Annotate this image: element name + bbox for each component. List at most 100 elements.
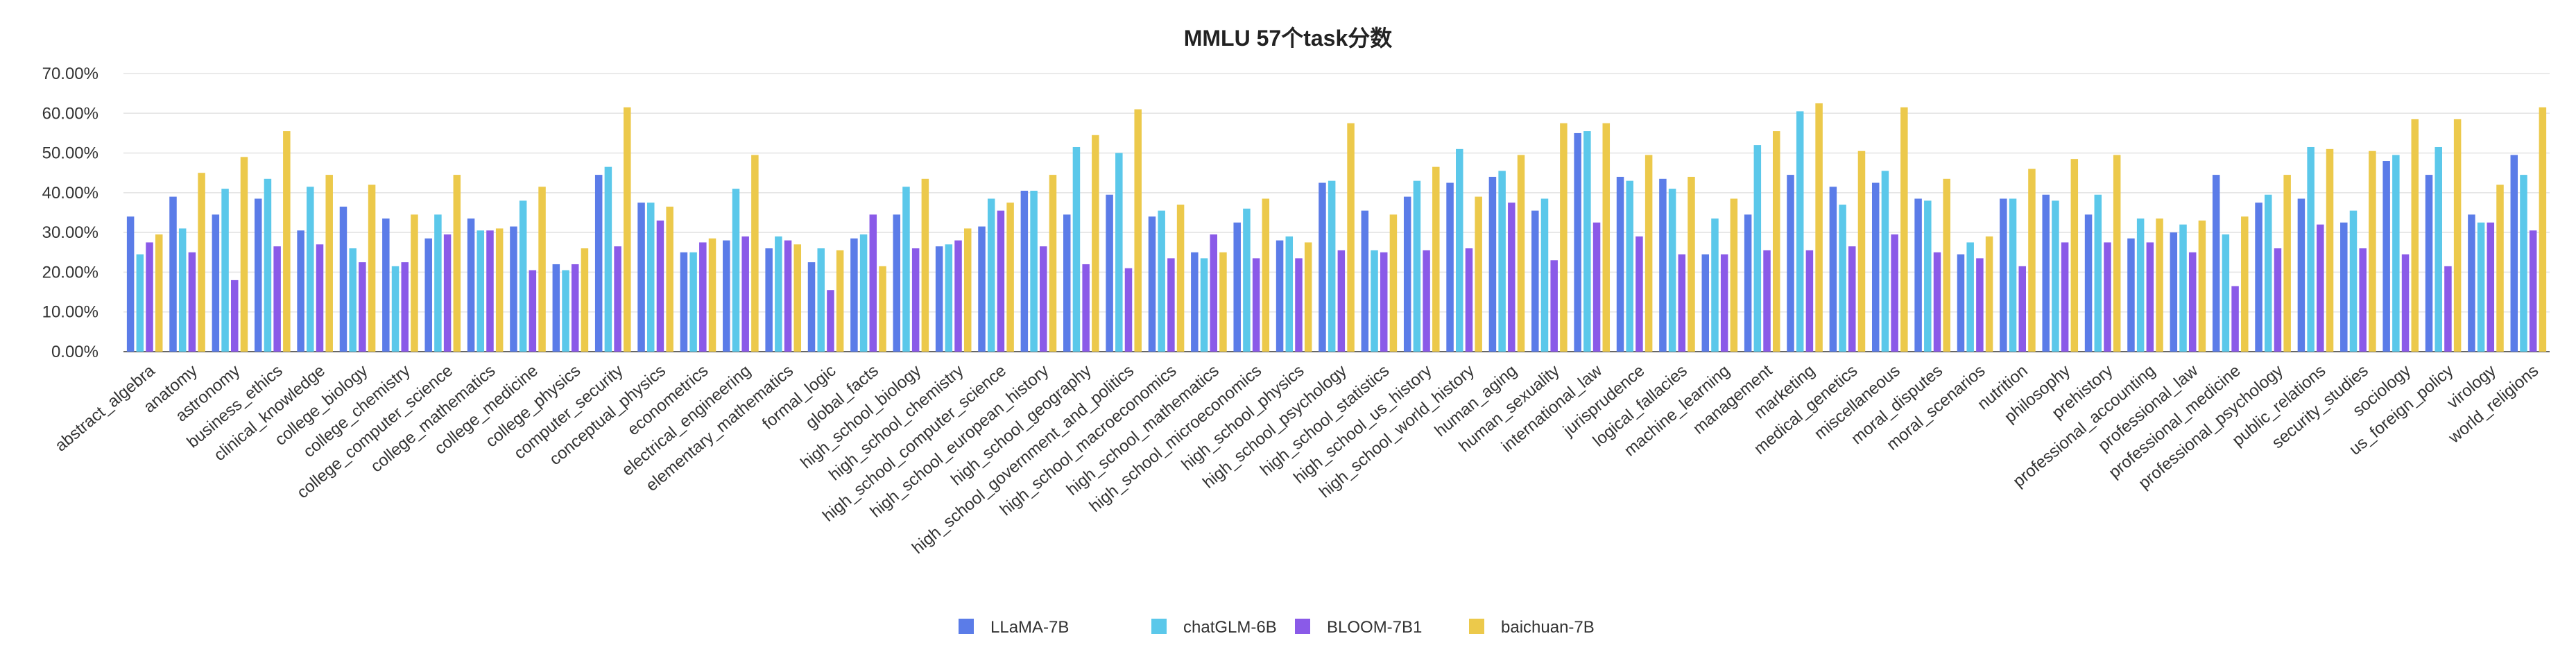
bar-BLOOM-7B1-high_school_chemistry[interactable] [954, 240, 962, 352]
bar-baichuan-7B-prehistory[interactable] [2113, 155, 2121, 352]
bar-LLaMA-7B-world_religions[interactable] [2510, 155, 2518, 352]
bar-baichuan-7B-high_school_european_history[interactable] [1049, 175, 1057, 352]
bar-LLaMA-7B-high_school_statistics[interactable] [1361, 210, 1369, 352]
bar-BLOOM-7B1-medical_genetics[interactable] [1848, 246, 1856, 352]
bar-chatGLM-6B-college_computer_science[interactable] [434, 214, 442, 352]
bar-chatGLM-6B-medical_genetics[interactable] [1839, 205, 1846, 352]
bar-BLOOM-7B1-global_facts[interactable] [869, 214, 877, 352]
bar-chatGLM-6B-professional_psychology[interactable] [2265, 194, 2272, 352]
bar-baichuan-7B-formal_logic[interactable] [836, 250, 844, 352]
bar-baichuan-7B-abstract_algebra[interactable] [155, 234, 163, 352]
bar-BLOOM-7B1-college_chemistry[interactable] [401, 262, 409, 352]
bar-baichuan-7B-moral_scenarios[interactable] [1985, 236, 1993, 352]
bar-chatGLM-6B-logical_fallacies[interactable] [1668, 189, 1676, 352]
bar-baichuan-7B-machine_learning[interactable] [1730, 198, 1738, 352]
bar-BLOOM-7B1-professional_law[interactable] [2188, 252, 2197, 352]
bar-chatGLM-6B-college_mathematics[interactable] [476, 230, 485, 352]
bar-chatGLM-6B-world_religions[interactable] [2520, 175, 2527, 352]
bar-LLaMA-7B-global_facts[interactable] [850, 238, 858, 352]
bar-LLaMA-7B-econometrics[interactable] [680, 252, 688, 352]
bar-baichuan-7B-high_school_mathematics[interactable] [1219, 252, 1227, 352]
bar-LLaMA-7B-public_relations[interactable] [2297, 198, 2305, 352]
bar-LLaMA-7B-virology[interactable] [2468, 214, 2475, 352]
bar-chatGLM-6B-high_school_mathematics[interactable] [1200, 258, 1208, 352]
bar-chatGLM-6B-moral_scenarios[interactable] [1966, 242, 1974, 352]
bar-BLOOM-7B1-high_school_macroeconomics[interactable] [1167, 258, 1175, 352]
bar-chatGLM-6B-high_school_world_history[interactable] [1456, 148, 1463, 352]
bar-chatGLM-6B-professional_law[interactable] [2179, 224, 2187, 352]
bar-chatGLM-6B-moral_disputes[interactable] [1924, 200, 1932, 352]
bar-chatGLM-6B-anatomy[interactable] [178, 228, 187, 352]
bar-baichuan-7B-astronomy[interactable] [240, 157, 248, 352]
bar-LLaMA-7B-sociology[interactable] [2382, 161, 2390, 352]
bar-LLaMA-7B-anatomy[interactable] [169, 196, 177, 352]
bar-baichuan-7B-human_sexuality[interactable] [1560, 123, 1568, 352]
bar-chatGLM-6B-prehistory[interactable] [2094, 194, 2102, 352]
bar-baichuan-7B-high_school_psychology[interactable] [1347, 123, 1355, 352]
bar-BLOOM-7B1-high_school_european_history[interactable] [1040, 246, 1047, 352]
bar-chatGLM-6B-public_relations[interactable] [2307, 146, 2315, 352]
bar-chatGLM-6B-college_physics[interactable] [562, 270, 569, 352]
bar-LLaMA-7B-high_school_computer_science[interactable] [978, 226, 986, 352]
bar-LLaMA-7B-high_school_world_history[interactable] [1446, 182, 1454, 352]
bar-baichuan-7B-business_ethics[interactable] [283, 131, 291, 352]
bar-BLOOM-7B1-conceptual_physics[interactable] [656, 220, 664, 352]
bar-BLOOM-7B1-world_religions[interactable] [2529, 230, 2537, 352]
bar-chatGLM-6B-high_school_chemistry[interactable] [945, 244, 953, 352]
bar-BLOOM-7B1-high_school_computer_science[interactable] [997, 210, 1005, 352]
bar-baichuan-7B-econometrics[interactable] [708, 238, 716, 352]
bar-BLOOM-7B1-jurisprudence[interactable] [1635, 236, 1643, 352]
bar-chatGLM-6B-marketing[interactable] [1796, 111, 1804, 352]
bar-BLOOM-7B1-marketing[interactable] [1805, 250, 1814, 352]
bar-LLaMA-7B-high_school_microeconomics[interactable] [1233, 222, 1241, 352]
bar-chatGLM-6B-computer_security[interactable] [604, 166, 612, 352]
bar-baichuan-7B-professional_law[interactable] [2198, 220, 2206, 352]
bar-chatGLM-6B-high_school_biology[interactable] [902, 187, 910, 352]
bar-baichuan-7B-professional_medicine[interactable] [2241, 216, 2249, 352]
bar-baichuan-7B-elementary_mathematics[interactable] [793, 244, 802, 352]
bar-chatGLM-6B-us_foreign_policy[interactable] [2435, 146, 2442, 352]
bar-BLOOM-7B1-high_school_government_and_politics[interactable] [1124, 268, 1133, 352]
bar-chatGLM-6B-high_school_microeconomics[interactable] [1243, 208, 1251, 352]
bar-baichuan-7B-college_physics[interactable] [581, 248, 589, 352]
bar-LLaMA-7B-machine_learning[interactable] [1701, 254, 1710, 352]
bar-BLOOM-7B1-college_mathematics[interactable] [486, 230, 494, 352]
bar-LLaMA-7B-high_school_chemistry[interactable] [935, 246, 943, 352]
bar-BLOOM-7B1-high_school_physics[interactable] [1295, 258, 1303, 352]
bar-LLaMA-7B-clinical_knowledge[interactable] [297, 230, 304, 352]
bar-chatGLM-6B-high_school_european_history[interactable] [1030, 190, 1038, 352]
bar-BLOOM-7B1-high_school_biology[interactable] [911, 248, 920, 352]
legend-item-LLaMA-7B[interactable]: LLaMA-7B [959, 618, 1069, 637]
bar-BLOOM-7B1-formal_logic[interactable] [827, 290, 834, 352]
bar-LLaMA-7B-moral_scenarios[interactable] [1957, 254, 1965, 352]
bar-baichuan-7B-college_computer_science[interactable] [453, 175, 461, 352]
bar-baichuan-7B-sociology[interactable] [2411, 119, 2419, 352]
bar-baichuan-7B-electrical_engineering[interactable] [751, 155, 759, 352]
bar-chatGLM-6B-college_chemistry[interactable] [391, 266, 400, 352]
bar-chatGLM-6B-high_school_geography[interactable] [1072, 146, 1081, 352]
bar-baichuan-7B-high_school_physics[interactable] [1304, 242, 1312, 352]
bar-chatGLM-6B-high_school_statistics[interactable] [1371, 250, 1378, 352]
bar-LLaMA-7B-high_school_government_and_politics[interactable] [1106, 194, 1113, 352]
legend-item-baichuan-7B[interactable]: baichuan-7B [1469, 618, 1595, 637]
bar-BLOOM-7B1-human_aging[interactable] [1508, 203, 1515, 352]
bar-baichuan-7B-professional_psychology[interactable] [2283, 175, 2291, 352]
bar-baichuan-7B-college_medicine[interactable] [538, 187, 546, 352]
bar-baichuan-7B-college_chemistry[interactable] [411, 214, 418, 352]
bar-LLaMA-7B-philosophy[interactable] [2042, 194, 2050, 352]
bar-LLaMA-7B-professional_law[interactable] [2170, 232, 2178, 352]
bar-baichuan-7B-logical_fallacies[interactable] [1688, 176, 1695, 352]
bar-baichuan-7B-miscellaneous[interactable] [1900, 107, 1908, 352]
bar-chatGLM-6B-sociology[interactable] [2392, 155, 2400, 352]
bar-LLaMA-7B-prehistory[interactable] [2084, 214, 2093, 352]
bar-LLaMA-7B-us_foreign_policy[interactable] [2425, 175, 2433, 352]
bar-chatGLM-6B-college_biology[interactable] [349, 248, 357, 352]
bar-chatGLM-6B-machine_learning[interactable] [1711, 218, 1719, 352]
bar-baichuan-7B-college_mathematics[interactable] [495, 228, 504, 352]
bar-baichuan-7B-high_school_microeconomics[interactable] [1262, 198, 1270, 352]
bar-baichuan-7B-clinical_knowledge[interactable] [325, 175, 333, 352]
bar-BLOOM-7B1-us_foreign_policy[interactable] [2444, 266, 2452, 352]
bar-LLaMA-7B-logical_fallacies[interactable] [1659, 178, 1667, 352]
bar-BLOOM-7B1-business_ethics[interactable] [273, 246, 281, 352]
bar-BLOOM-7B1-high_school_us_history[interactable] [1423, 250, 1430, 352]
